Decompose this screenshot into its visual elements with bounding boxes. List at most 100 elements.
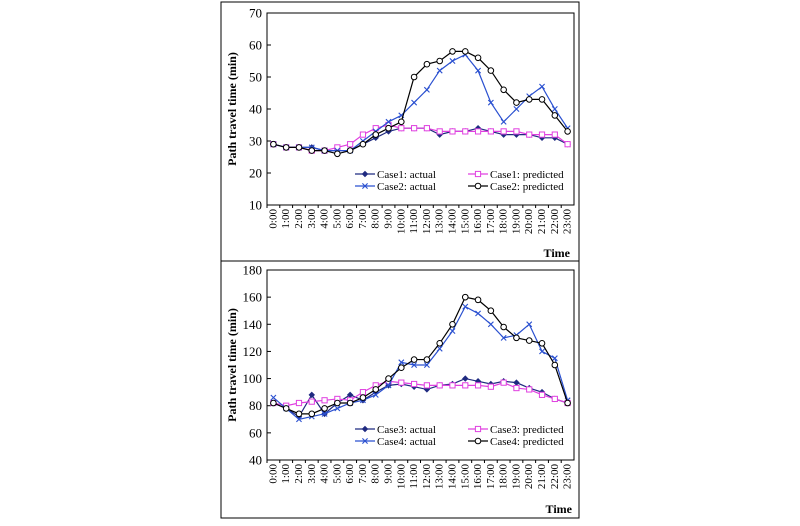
- data-point: [372, 386, 380, 393]
- series-1: [270, 124, 571, 154]
- data-point: [372, 131, 380, 138]
- data-point: [449, 382, 456, 389]
- series-line: [273, 127, 568, 152]
- data-point: [359, 140, 367, 148]
- data-point: [398, 125, 405, 132]
- legend-label: Case1: predicted: [490, 169, 564, 181]
- data-point: [372, 391, 379, 398]
- data-point: [321, 397, 328, 404]
- data-point: [270, 140, 277, 148]
- data-point: [346, 147, 354, 154]
- x-tick-label: 9:00: [383, 209, 395, 229]
- data-point: [270, 394, 277, 401]
- x-tick-label: 16:00: [472, 209, 484, 235]
- data-point: [410, 356, 418, 363]
- legend-marker: [474, 170, 482, 178]
- chart-1-xlabel: Time: [544, 246, 571, 260]
- data-point: [462, 375, 469, 382]
- data-point: [282, 405, 290, 412]
- legend-item: Case1: actual: [355, 169, 436, 181]
- data-point: [295, 416, 302, 423]
- y-tick-label: 10: [249, 198, 262, 213]
- data-point: [359, 131, 367, 138]
- data-point: [475, 67, 482, 74]
- data-point: [423, 125, 430, 132]
- chart-1-series: [270, 48, 571, 158]
- x-tick-label: 8:00: [370, 209, 382, 229]
- series-line: [273, 53, 569, 152]
- data-point: [551, 355, 558, 362]
- data-point: [308, 398, 315, 405]
- data-point: [538, 339, 546, 347]
- legend-marker: [362, 183, 368, 189]
- x-tick-label: 6:00: [344, 464, 356, 484]
- x-tick-label: 19:00: [510, 464, 522, 490]
- data-point: [295, 144, 303, 151]
- legend-label: Case1: actual: [377, 169, 436, 181]
- data-point: [346, 399, 354, 407]
- data-point: [449, 48, 456, 55]
- data-point: [526, 131, 533, 138]
- legend-label: Case3: predicted: [490, 424, 564, 436]
- data-point: [461, 48, 469, 55]
- x-tick-label: 6:00: [344, 209, 356, 229]
- x-tick-label: 21:00: [536, 209, 548, 235]
- data-point: [474, 128, 482, 135]
- data-point: [436, 345, 443, 352]
- chart-2-y-ticks: 40 60 80 100 120 140 160 180: [243, 263, 271, 468]
- y-tick-label: 70: [249, 6, 262, 21]
- legend-marker: [361, 425, 369, 433]
- data-point: [436, 57, 443, 65]
- data-point: [423, 86, 430, 93]
- data-point: [295, 399, 303, 407]
- data-point: [564, 141, 571, 148]
- data-point: [423, 356, 431, 363]
- data-point: [513, 379, 520, 386]
- data-point: [462, 382, 469, 389]
- data-point: [295, 410, 303, 418]
- data-point: [308, 147, 316, 154]
- chart-1-y-ticks: 10 20 30 40 50 60 70: [249, 6, 271, 213]
- chart-2-x-ticks: 0:00 1:00 2:00 3:00 4:00 5:00 6:00 7:00 8:00 9:00…: [266, 460, 574, 490]
- series-4: [270, 293, 571, 418]
- data-point: [538, 131, 546, 138]
- data-point: [385, 382, 392, 389]
- chart-1-ylabel: Path travel time (min): [225, 52, 239, 166]
- series-3: [270, 51, 571, 154]
- data-point: [474, 382, 482, 389]
- y-tick-label: 50: [249, 70, 262, 85]
- x-tick-label: 14:00: [446, 209, 458, 235]
- legend-label: Case4: actual: [377, 436, 436, 448]
- x-tick-label: 9:00: [383, 464, 395, 484]
- data-point: [525, 96, 533, 103]
- x-tick-label: 0:00: [267, 209, 279, 229]
- x-tick-label: 11:00: [408, 209, 420, 234]
- x-tick-label: 3:00: [306, 464, 318, 484]
- data-point: [474, 54, 482, 62]
- legend-marker: [474, 425, 482, 433]
- data-point: [282, 144, 290, 151]
- data-point: [526, 386, 533, 393]
- x-tick-label: 10:00: [395, 209, 407, 235]
- x-tick-label: 19:00: [510, 209, 522, 235]
- data-point: [513, 384, 520, 392]
- y-tick-label: 100: [243, 371, 263, 386]
- data-point: [487, 307, 495, 315]
- x-tick-label: 14:00: [446, 464, 458, 490]
- data-point: [474, 296, 482, 304]
- x-tick-label: 5:00: [331, 209, 343, 229]
- chart-2-xlabel: Time: [546, 502, 573, 516]
- legend-label: Case2: actual: [377, 181, 436, 193]
- x-tick-label: 2:00: [293, 464, 305, 484]
- data-point: [539, 348, 546, 355]
- data-point: [500, 323, 507, 331]
- x-tick-label: 13:00: [434, 464, 446, 490]
- data-point: [513, 99, 520, 106]
- data-point: [423, 362, 430, 368]
- data-point: [513, 106, 520, 112]
- y-tick-label: 30: [249, 134, 262, 149]
- y-tick-label: 80: [249, 398, 262, 413]
- y-tick-label: 20: [249, 166, 262, 181]
- legend-item: Case2: actual: [355, 181, 436, 193]
- x-tick-label: 20:00: [523, 209, 535, 235]
